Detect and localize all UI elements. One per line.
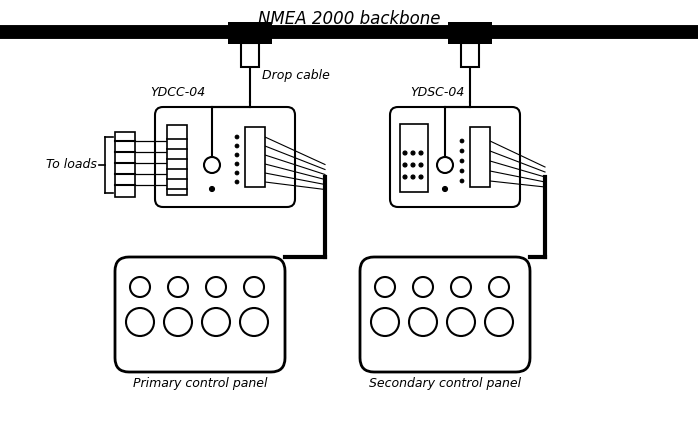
Circle shape [235, 180, 239, 184]
Circle shape [409, 308, 437, 336]
Circle shape [375, 277, 395, 297]
Circle shape [411, 175, 415, 179]
Circle shape [460, 149, 463, 153]
Text: YDSC-04: YDSC-04 [410, 86, 464, 99]
Circle shape [209, 187, 214, 191]
Circle shape [419, 175, 423, 179]
Circle shape [235, 144, 239, 148]
Circle shape [403, 163, 407, 167]
Circle shape [403, 151, 407, 155]
Bar [400, 124, 428, 192]
Circle shape [485, 308, 513, 336]
Bar [245, 42, 255, 64]
Bar [470, 127, 490, 187]
Circle shape [126, 308, 154, 336]
Circle shape [235, 162, 239, 166]
Circle shape [235, 153, 239, 157]
Circle shape [164, 308, 192, 336]
FancyBboxPatch shape [155, 107, 295, 207]
Circle shape [447, 308, 475, 336]
Circle shape [451, 277, 471, 297]
Circle shape [371, 308, 399, 336]
Circle shape [460, 179, 463, 183]
Circle shape [130, 277, 150, 297]
Text: Drop cable: Drop cable [262, 69, 330, 81]
Circle shape [235, 135, 239, 139]
Circle shape [413, 277, 433, 297]
Bar [448, 22, 492, 44]
Text: Primary control panel: Primary control panel [133, 377, 267, 390]
Circle shape [460, 169, 463, 173]
Bar [115, 132, 135, 197]
Circle shape [168, 277, 188, 297]
Circle shape [460, 139, 463, 143]
FancyBboxPatch shape [390, 107, 520, 207]
Circle shape [419, 163, 423, 167]
Circle shape [443, 187, 447, 191]
Circle shape [244, 277, 264, 297]
Text: NMEA 2000 backbone: NMEA 2000 backbone [258, 10, 440, 28]
FancyBboxPatch shape [360, 257, 530, 372]
Bar [461, 43, 479, 67]
Text: YDCC-04: YDCC-04 [150, 86, 205, 99]
Circle shape [240, 308, 268, 336]
Circle shape [235, 171, 239, 175]
Circle shape [411, 151, 415, 155]
Bar [245, 127, 265, 187]
Circle shape [206, 277, 226, 297]
Bar [228, 22, 272, 44]
Circle shape [204, 157, 220, 173]
FancyBboxPatch shape [115, 257, 285, 372]
Text: Secondary control panel: Secondary control panel [369, 377, 521, 390]
Circle shape [437, 157, 453, 173]
Circle shape [489, 277, 509, 297]
Circle shape [460, 159, 463, 163]
Circle shape [411, 163, 415, 167]
Bar [241, 43, 259, 67]
Bar [167, 125, 187, 195]
Circle shape [202, 308, 230, 336]
Bar [465, 42, 475, 64]
Text: To loads: To loads [46, 159, 97, 171]
Circle shape [419, 151, 423, 155]
Circle shape [403, 175, 407, 179]
